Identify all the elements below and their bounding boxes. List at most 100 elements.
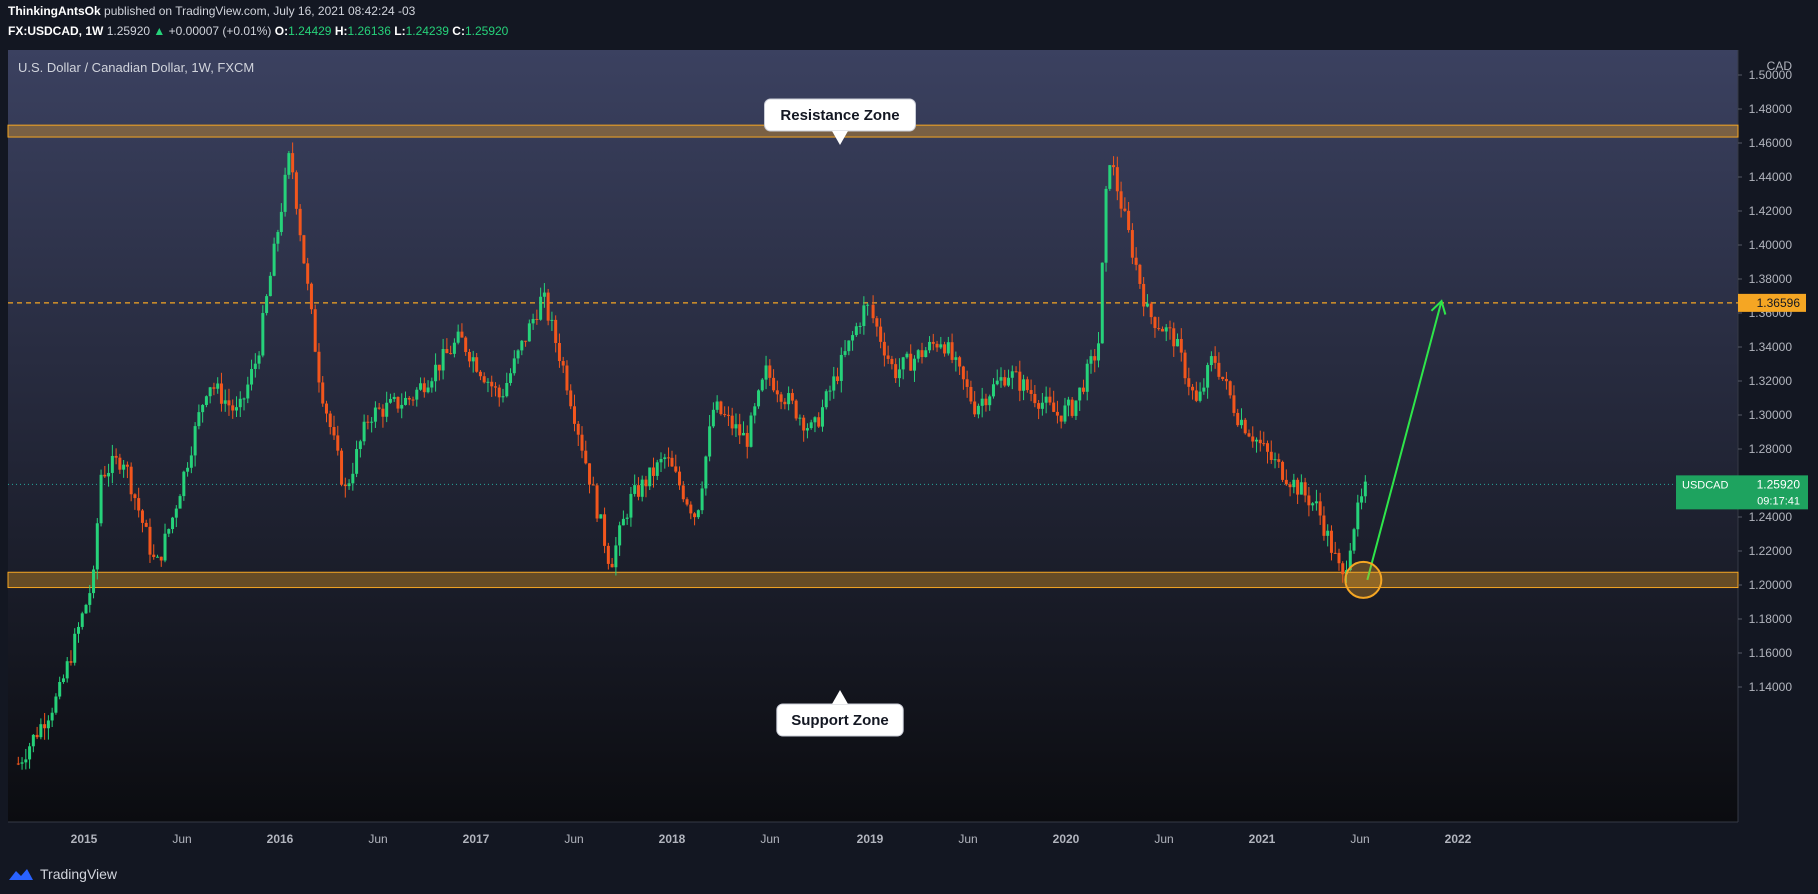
candle-body xyxy=(321,382,325,404)
candle-body xyxy=(302,235,306,264)
candle-body xyxy=(1145,303,1149,307)
candle-body xyxy=(719,401,723,415)
candle-body xyxy=(954,357,958,360)
candle-body xyxy=(250,368,254,385)
candle-body xyxy=(1149,303,1153,318)
tradingview-brand[interactable]: TradingView xyxy=(8,866,117,882)
chart-title: U.S. Dollar / Canadian Dollar, 1W, FXCM xyxy=(18,60,254,75)
candle-body xyxy=(204,396,208,405)
candle-body xyxy=(362,421,366,442)
candle-body xyxy=(501,396,505,398)
candle-body xyxy=(92,569,96,594)
candle-body xyxy=(730,415,734,429)
candle-body xyxy=(779,394,783,402)
candle-body xyxy=(332,427,336,436)
candle-body xyxy=(1356,502,1360,530)
candle-body xyxy=(1025,379,1029,391)
candle-body xyxy=(1097,343,1101,361)
price-tick-label: 1.28000 xyxy=(1749,442,1793,456)
candle-body xyxy=(711,409,715,427)
candle-body xyxy=(894,364,898,379)
candle-body xyxy=(580,434,584,451)
candle-body xyxy=(388,398,392,403)
author-name[interactable]: ThinkingAntsOk xyxy=(8,4,101,18)
time-tick-label: Jun xyxy=(958,832,977,846)
candle-body xyxy=(1299,482,1303,495)
candle-body xyxy=(407,397,411,400)
candle-body xyxy=(456,331,460,343)
candle-body xyxy=(58,682,62,697)
candle-body xyxy=(629,493,633,518)
price-tick-label: 1.32000 xyxy=(1749,374,1793,388)
candle-body xyxy=(324,403,328,414)
candle-body xyxy=(1360,496,1364,503)
time-tick-label: Jun xyxy=(1154,832,1173,846)
price-change: +0.00007 (+0.01%) xyxy=(168,24,272,38)
candle-body xyxy=(328,413,332,428)
candle-body xyxy=(1089,356,1093,364)
price-chart[interactable]: U.S. Dollar / Canadian Dollar, 1W, FXCM … xyxy=(0,0,1818,856)
candle-body xyxy=(988,396,992,406)
candle-body xyxy=(603,514,607,546)
arrow-head-icon xyxy=(1430,299,1447,315)
candle-body xyxy=(824,391,828,408)
candle-body xyxy=(1044,396,1048,403)
candle-body xyxy=(50,712,54,721)
candle-body xyxy=(482,376,486,383)
publish-info: ThinkingAntsOk published on TradingView.… xyxy=(8,4,415,18)
candle-body xyxy=(984,398,988,406)
candle-body xyxy=(1314,501,1318,504)
low-label: L: xyxy=(394,24,406,38)
open-label: O: xyxy=(274,24,289,38)
candle-body xyxy=(655,462,659,476)
candle-body xyxy=(1168,327,1172,329)
overlay-layer: Resistance Zone Support Zone xyxy=(764,98,1447,737)
time-tick-label: Jun xyxy=(564,832,583,846)
candle-body xyxy=(659,458,663,463)
price-tick-label: 1.42000 xyxy=(1749,204,1793,218)
time-axis[interactable]: 2015 Jun 2016 Jun 2017 Jun 2018 Jun 2019 Jun 2020 J… xyxy=(71,832,1472,846)
candle-body xyxy=(460,331,464,338)
candle-body xyxy=(1337,552,1341,564)
candle-body xyxy=(599,514,603,519)
candle-body xyxy=(253,363,257,369)
candle-body xyxy=(531,318,535,324)
level-price-tag-label: 1.36596 xyxy=(1757,296,1801,310)
candle-body xyxy=(969,386,973,402)
candle-body xyxy=(65,661,69,679)
candle-body xyxy=(505,382,509,397)
time-tick-label: 2016 xyxy=(267,832,294,846)
candle-body xyxy=(1333,552,1337,554)
candle-body xyxy=(1281,461,1285,480)
candle-body xyxy=(875,318,879,327)
support-callout: Support Zone xyxy=(776,690,904,737)
candle-body xyxy=(1183,352,1187,379)
candle-body xyxy=(509,373,513,383)
candle-body xyxy=(866,304,870,306)
candle-body xyxy=(1104,188,1108,263)
candle-body xyxy=(1160,328,1164,332)
symbol-label[interactable]: FX:USDCAD, 1W xyxy=(8,24,104,38)
candle-body xyxy=(813,417,817,423)
candle-body xyxy=(939,344,943,348)
candle-body xyxy=(1341,563,1345,575)
candle-body xyxy=(648,467,652,487)
candle-body xyxy=(610,563,614,568)
candle-body xyxy=(651,467,655,476)
candle-body xyxy=(1198,391,1202,401)
candle-body xyxy=(430,381,434,388)
candle-body xyxy=(1179,338,1183,353)
candle-body xyxy=(35,734,39,738)
candle-body xyxy=(1251,436,1255,442)
price-axis[interactable]: 1.14000 1.16000 1.18000 1.20000 1.22000 1.240… xyxy=(1676,59,1808,694)
price-tick-label: 1.18000 xyxy=(1749,612,1793,626)
candle-body xyxy=(114,455,118,458)
candle-body xyxy=(1081,387,1085,392)
time-tick-label: Jun xyxy=(760,832,779,846)
candle-body xyxy=(46,720,50,729)
candle-body xyxy=(678,471,682,486)
candle-body xyxy=(212,387,216,389)
candle-body xyxy=(1363,481,1367,497)
candle-body xyxy=(1074,400,1078,416)
candle-body xyxy=(836,376,840,381)
